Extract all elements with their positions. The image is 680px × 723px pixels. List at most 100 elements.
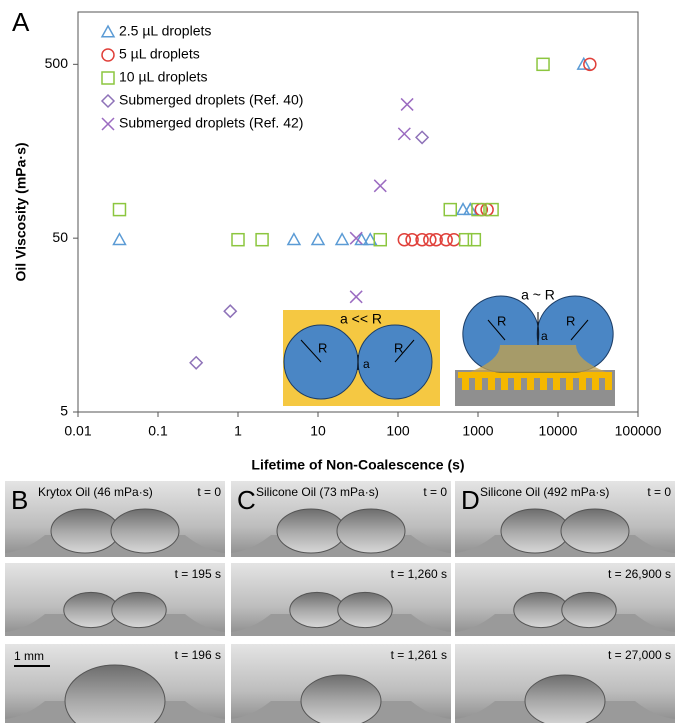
legend-label: 2.5 µL droplets <box>119 23 211 39</box>
legend-label: 5 µL droplets <box>119 46 200 62</box>
x-tick-label: 10000 <box>539 423 578 439</box>
marker-cross <box>349 231 363 245</box>
marker-triangle <box>576 56 592 70</box>
marker-cross <box>373 179 387 193</box>
legend-marker <box>101 71 115 85</box>
x-tick-label: 100 <box>386 423 410 439</box>
inset-title: a << R <box>340 311 382 327</box>
marker-diamond <box>189 355 204 370</box>
x-tick-label: 1 <box>234 423 242 439</box>
oil-meniscus <box>5 614 225 636</box>
x-tick-label: 100000 <box>615 423 662 439</box>
x-tick-label: 0.1 <box>148 423 168 439</box>
scale-bar-label: 1 mm <box>14 649 44 663</box>
y-tick-label: 50 <box>52 229 68 245</box>
inset-small-neck: a << R R a R <box>283 310 440 406</box>
y-tick-label: 500 <box>45 55 69 71</box>
inset-label: a <box>541 329 548 343</box>
marker-triangle <box>112 232 127 246</box>
time-label: t = 0 <box>423 485 447 499</box>
droplet <box>111 591 167 629</box>
marker-triangle <box>310 232 326 246</box>
panel-title: Krytox Oil (46 mPa·s) <box>38 485 153 499</box>
marker-circle <box>423 232 437 247</box>
legend-marker <box>101 117 115 131</box>
marker-triangle <box>462 202 478 216</box>
inset-label: R <box>394 340 403 355</box>
oil-meniscus <box>231 614 451 636</box>
marker-square <box>443 202 458 217</box>
marker-circle <box>583 57 597 72</box>
legend-marker <box>101 48 115 62</box>
legend-label: Submerged droplets (Ref. 40) <box>119 92 303 108</box>
marker-cross <box>349 290 363 304</box>
inset-label: a <box>363 357 370 371</box>
plot-frame <box>77 11 639 413</box>
marker-square <box>458 232 473 247</box>
x-axis-label: Lifetime of Non-Coalescence (s) <box>251 457 464 473</box>
legend-marker <box>100 93 116 109</box>
droplet <box>276 508 346 554</box>
marker-cross <box>400 97 414 111</box>
marker-cross <box>397 127 411 141</box>
legend-label: 10 µL droplets <box>119 69 208 85</box>
droplet <box>561 591 617 629</box>
time-label: t = 0 <box>647 485 671 499</box>
inset-title: a ~ R <box>521 287 555 303</box>
droplet <box>524 674 606 723</box>
marker-triangle <box>334 232 350 246</box>
panel-letter: C <box>237 485 256 515</box>
panel-letter: B <box>11 485 28 515</box>
panel-label: A <box>12 7 30 37</box>
inset-label: R <box>318 340 327 355</box>
droplet <box>337 591 393 629</box>
marker-triangle <box>286 232 302 246</box>
droplet <box>289 591 345 629</box>
marker-circle <box>439 232 453 247</box>
y-axis-label: Oil Viscosity (mPa·s) <box>13 142 29 281</box>
marker-circle <box>447 232 461 247</box>
panel-letter: D <box>461 485 480 515</box>
x-tick-label: 0.01 <box>64 423 91 439</box>
marker-square <box>373 232 388 247</box>
droplet <box>50 508 120 554</box>
marker-square <box>536 57 550 72</box>
marker-square <box>485 202 499 217</box>
x-tick-label: 10 <box>310 423 326 439</box>
oil-meniscus <box>455 614 675 636</box>
droplet <box>336 508 406 554</box>
droplet <box>110 508 180 554</box>
droplet <box>500 508 570 554</box>
droplet <box>64 664 166 723</box>
time-label: t = 26,900 s <box>608 567 671 581</box>
time-label: t = 1,260 s <box>391 567 447 581</box>
marker-square <box>231 232 245 247</box>
time-label: t = 27,000 s <box>608 648 671 662</box>
droplet <box>63 591 119 629</box>
droplet <box>513 591 569 629</box>
legend-marker <box>100 24 116 38</box>
marker-circle <box>405 232 419 247</box>
marker-diamond <box>223 304 238 319</box>
marker-diamond <box>415 130 430 145</box>
marker-square <box>255 232 269 247</box>
panel-title: Silicone Oil (492 mPa·s) <box>480 485 609 499</box>
marker-square <box>467 232 482 247</box>
time-label: t = 196 s <box>175 648 221 662</box>
droplet <box>560 508 630 554</box>
inset-label: R <box>497 313 506 328</box>
y-tick-label: 5 <box>60 403 68 419</box>
marker-triangle <box>455 202 471 216</box>
inset-large-neck: a ~ R R a R <box>455 287 615 406</box>
x-tick-label: 1000 <box>462 423 493 439</box>
inset-label: R <box>566 313 575 328</box>
time-label: t = 195 s <box>175 567 221 581</box>
time-label: t = 0 <box>197 485 221 499</box>
marker-circle <box>429 232 443 247</box>
panel-title: Silicone Oil (73 mPa·s) <box>256 485 379 499</box>
marker-triangle <box>362 232 378 246</box>
marker-square <box>112 202 127 217</box>
droplet <box>300 674 382 723</box>
marker-square <box>471 202 485 217</box>
